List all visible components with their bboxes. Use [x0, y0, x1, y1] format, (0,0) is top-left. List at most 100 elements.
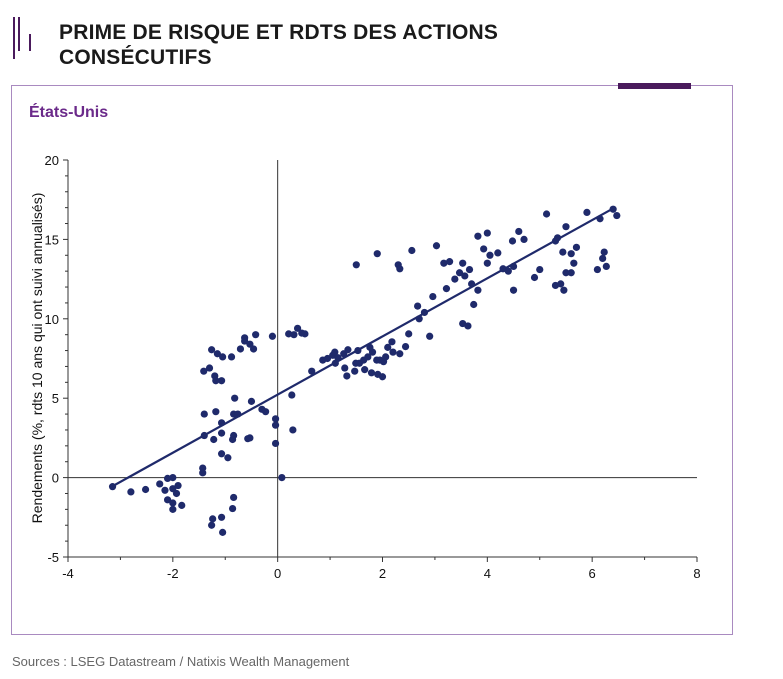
- decor-line: [13, 17, 15, 59]
- data-point: [289, 426, 297, 434]
- data-point: [508, 237, 517, 245]
- x-tick-label: 0: [274, 566, 281, 581]
- data-point: [474, 286, 482, 294]
- trend-line: [114, 207, 614, 486]
- data-point: [209, 515, 217, 523]
- chart-panel: [11, 85, 733, 635]
- decor-line: [29, 34, 31, 51]
- data-point: [361, 366, 369, 374]
- data-point: [483, 229, 491, 237]
- x-tick-label: -4: [62, 566, 74, 581]
- data-point: [249, 345, 258, 353]
- data-point: [174, 481, 182, 490]
- data-point: [364, 353, 372, 361]
- data-point: [169, 499, 177, 507]
- data-point: [210, 435, 218, 444]
- title-line-1: PRIME DE RISQUE ET RDTS DES ACTIONS: [59, 21, 499, 44]
- data-point: [609, 205, 617, 213]
- data-point: [200, 367, 208, 375]
- data-point: [290, 331, 298, 339]
- data-point: [163, 496, 172, 504]
- data-point: [368, 348, 377, 356]
- data-point: [169, 474, 177, 482]
- data-point: [208, 521, 216, 529]
- data-point: [613, 211, 621, 220]
- data-point: [396, 265, 404, 273]
- data-point: [228, 504, 237, 513]
- data-point: [464, 322, 472, 330]
- data-point: [600, 248, 608, 256]
- data-point: [199, 469, 207, 477]
- data-point: [354, 346, 362, 355]
- data-point: [367, 369, 376, 377]
- data-point: [271, 439, 280, 448]
- data-point: [252, 331, 260, 339]
- data-point: [331, 348, 339, 356]
- x-tick-label: 2: [379, 566, 386, 581]
- data-point: [461, 272, 469, 280]
- panel-accent-bar: [618, 83, 691, 89]
- data-point: [247, 397, 256, 405]
- data-point: [156, 480, 164, 488]
- data-point: [227, 353, 236, 361]
- data-point: [468, 280, 476, 288]
- data-point: [536, 265, 544, 274]
- data-point: [301, 330, 309, 338]
- data-point: [389, 348, 397, 356]
- data-point: [373, 250, 381, 258]
- data-point: [429, 292, 437, 301]
- data-point: [228, 435, 237, 444]
- data-point: [567, 250, 575, 258]
- data-point: [382, 353, 390, 361]
- x-tick-label: -2: [167, 566, 179, 581]
- data-point: [271, 415, 280, 423]
- data-point: [200, 431, 208, 440]
- y-tick-label: 10: [45, 312, 59, 327]
- data-point: [271, 421, 280, 429]
- data-point: [219, 353, 227, 361]
- data-point: [494, 249, 502, 257]
- data-point: [127, 488, 135, 496]
- data-point: [213, 350, 221, 358]
- data-point: [351, 367, 359, 375]
- data-point: [208, 346, 216, 354]
- data-point: [553, 234, 562, 242]
- data-point: [559, 248, 567, 256]
- decor-line: [18, 17, 20, 51]
- data-point: [323, 354, 332, 363]
- data-point: [278, 474, 286, 482]
- data-point: [344, 346, 352, 354]
- data-point: [217, 429, 226, 437]
- data-point: [141, 485, 150, 494]
- data-point: [217, 513, 226, 521]
- y-tick-label: -5: [47, 550, 59, 565]
- data-point: [308, 367, 316, 375]
- data-point: [217, 377, 226, 385]
- data-point: [465, 265, 474, 274]
- data-point: [212, 377, 220, 385]
- data-point: [509, 286, 518, 294]
- data-point: [212, 408, 220, 416]
- data-point: [108, 483, 117, 491]
- data-point: [542, 210, 551, 218]
- data-point: [217, 419, 226, 427]
- data-point: [414, 302, 422, 310]
- data-point: [246, 434, 254, 442]
- data-point: [205, 364, 214, 372]
- panel-subtitle: États-Unis: [29, 104, 109, 121]
- data-point: [352, 261, 360, 269]
- data-point: [445, 258, 454, 266]
- data-point: [515, 227, 523, 236]
- data-point: [334, 354, 342, 362]
- data-point: [560, 286, 568, 294]
- data-point: [474, 232, 482, 240]
- data-point: [596, 215, 604, 223]
- data-point: [442, 285, 451, 293]
- data-point: [169, 505, 177, 513]
- y-tick-label: 5: [52, 391, 59, 406]
- data-point: [341, 364, 349, 372]
- data-point: [451, 275, 459, 283]
- x-tick-label: 6: [589, 566, 596, 581]
- y-tick-label: 0: [52, 471, 59, 486]
- data-point: [483, 259, 491, 267]
